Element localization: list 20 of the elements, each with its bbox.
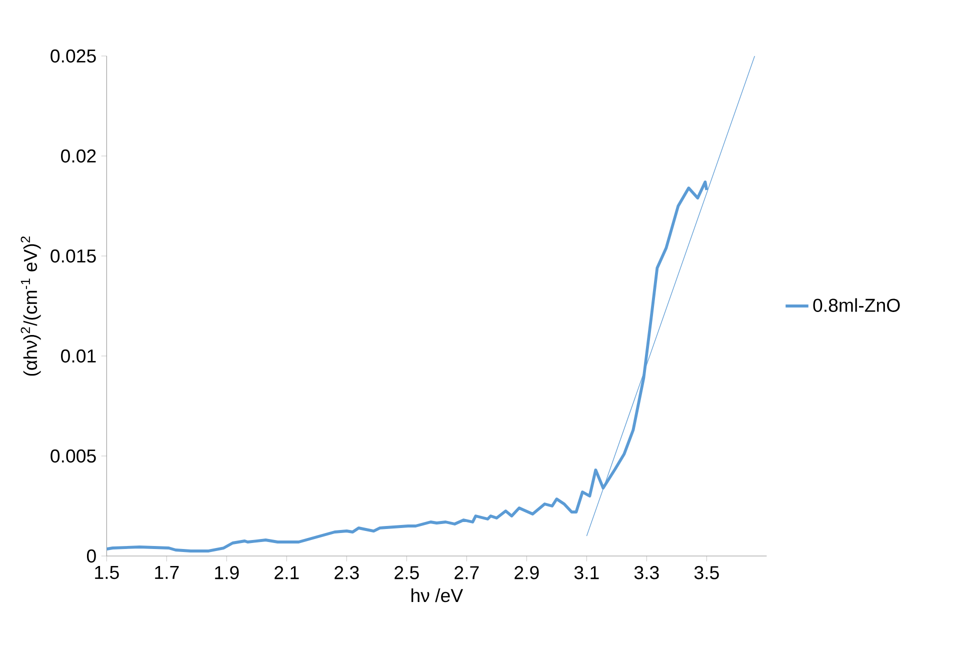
y-tick-label: 0.005	[50, 449, 96, 463]
y-axis-title: (αhν)$^{2}$/(cm$^{-1}$ eV)$^{2}$	[20, 236, 41, 376]
y-tick-label: 0.025	[50, 49, 96, 63]
x-tick-label: 1.5	[95, 566, 119, 580]
y-tick-label: 0.02	[61, 149, 96, 163]
x-tick-label: 3.3	[634, 566, 659, 580]
y-tick-label: 0.015	[50, 249, 96, 263]
x-tick-label: 1.7	[155, 566, 179, 579]
y-tick-label: 0	[86, 549, 96, 563]
x-tick-label: 2.7	[454, 566, 479, 580]
x-tick-label: 2.9	[514, 566, 539, 580]
x-tick-label: 3.1	[574, 566, 599, 580]
x-axis-title: hν /eV	[412, 588, 464, 602]
x-tick-label: 2.3	[334, 566, 359, 580]
x-tick-label: 2.5	[394, 566, 419, 580]
x-tick-label: 3.5	[694, 566, 719, 580]
legend-label: 0.8ml-ZnO	[813, 298, 900, 312]
y-tick-label: 0.01	[61, 349, 96, 363]
x-tick-label: 2.1	[274, 566, 299, 580]
x-tick-label: 1.9	[215, 566, 239, 580]
